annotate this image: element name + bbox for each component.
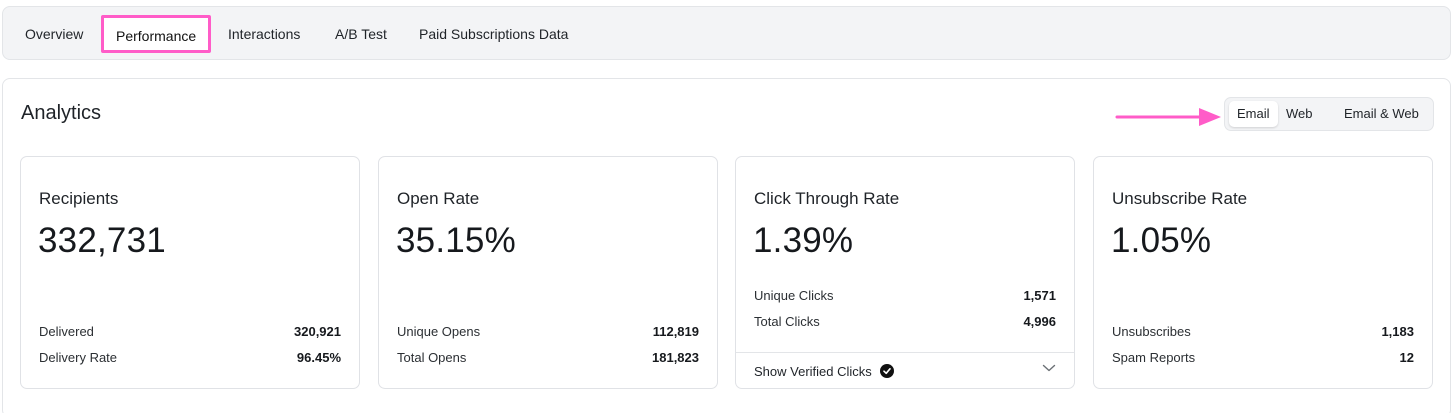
stat-label: Total Opens [397,349,467,365]
stat-label: Delivery Rate [39,349,118,365]
stat-value: 1,571 [1023,287,1056,303]
stat-label: Spam Reports [1112,349,1196,365]
stat-label: Unique Clicks [754,287,834,303]
card-title: Recipients [39,189,119,208]
card-divider [736,352,1074,353]
metric-card-unsubscribe-rate: Unsubscribe Rate 1.05% Unsubscribes 1,18… [1093,156,1433,389]
channel-toggle: Email Web Email & Web [1224,97,1434,131]
stat-value: 12 [1399,349,1414,365]
show-verified-clicks-toggle[interactable]: Show Verified Clicks [754,361,894,381]
stat-row: Delivered 320,921 [39,321,341,341]
stat-row: Unsubscribes 1,183 [1112,321,1414,341]
card-value: 35.15% [396,221,516,260]
tab-ab-test[interactable]: A/B Test [335,26,387,42]
stat-row: Delivery Rate 96.45% [39,347,341,367]
card-title: Click Through Rate [754,189,900,208]
metric-card-recipients: Recipients 332,731 Delivered 320,921 Del… [20,156,360,389]
stat-row: Spam Reports 12 [1112,347,1414,367]
stat-row: Total Opens 181,823 [397,347,699,367]
card-title: Open Rate [397,189,480,208]
card-value: 332,731 [38,221,166,260]
tab-paid-subscriptions-data[interactable]: Paid Subscriptions Data [419,26,569,42]
stat-row: Unique Opens 112,819 [397,321,699,341]
chevron-down-icon[interactable] [1042,363,1056,373]
stat-value: 4,996 [1023,313,1056,329]
stat-value: 1,183 [1381,323,1414,339]
stat-label: Unique Opens [397,323,481,339]
metric-card-open-rate: Open Rate 35.15% Unique Opens 112,819 To… [378,156,718,389]
stat-label: Delivered [39,323,94,339]
pink-arrow-icon [1115,108,1221,126]
tab-bar: Overview Performance Interactions A/B Te… [2,6,1451,60]
stat-label: Total Clicks [754,313,820,329]
card-value: 1.39% [753,221,854,260]
stat-label: Unsubscribes [1112,323,1191,339]
toggle-web[interactable]: Web [1286,106,1313,121]
tab-interactions[interactable]: Interactions [228,26,301,42]
show-verified-clicks-label: Show Verified Clicks [754,363,872,379]
toggle-email[interactable]: Email [1229,101,1278,127]
toggle-email-and-web[interactable]: Email & Web [1344,106,1419,121]
stat-value: 96.45% [296,349,341,365]
card-title: Unsubscribe Rate [1112,189,1248,208]
stat-value: 181,823 [652,349,699,365]
stat-row: Total Clicks 4,996 [754,311,1056,331]
metric-card-click-through-rate: Click Through Rate 1.39% Unique Clicks 1… [735,156,1075,389]
tab-overview[interactable]: Overview [25,26,84,42]
stat-value: 320,921 [294,323,341,339]
panel-title: Analytics [21,102,102,124]
stat-value: 112,819 [652,323,699,339]
tab-performance[interactable]: Performance [101,15,212,53]
verified-check-icon [879,364,894,378]
stat-row: Unique Clicks 1,571 [754,285,1056,305]
card-value: 1.05% [1111,221,1212,260]
